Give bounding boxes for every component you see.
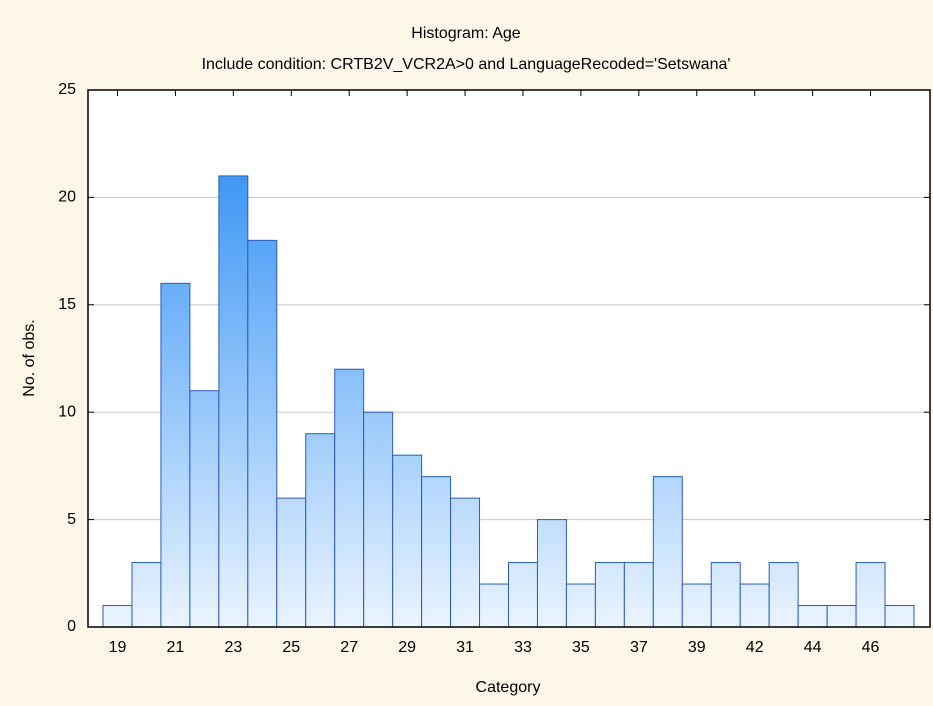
chart-title: Histogram: Age (411, 25, 520, 42)
bar (855, 562, 886, 628)
x-tick-label: 27 (340, 639, 358, 656)
x-tick-label: 42 (746, 639, 764, 656)
bar (826, 605, 857, 628)
bar (710, 562, 741, 628)
bar (884, 605, 915, 628)
x-tick-label: 46 (862, 639, 880, 656)
y-tick-label: 15 (58, 296, 76, 313)
bar (131, 562, 162, 628)
bar (768, 562, 799, 628)
x-tick-label: 37 (630, 639, 648, 656)
bar (247, 239, 278, 628)
bar (276, 497, 307, 628)
x-tick-label: 33 (514, 639, 532, 656)
bar (536, 519, 567, 628)
bar (479, 583, 509, 628)
bar (623, 562, 654, 628)
chart-subtitle: Include condition: CRTB2V_VCR2A>0 and La… (202, 56, 731, 73)
bar (652, 476, 683, 628)
bar (594, 562, 625, 628)
x-tick-label: 25 (282, 639, 300, 656)
y-tick-label: 0 (67, 618, 76, 635)
x-axis-label: Category (476, 679, 541, 696)
x-tick-label: 23 (224, 639, 242, 656)
x-tick-label: 29 (398, 639, 416, 656)
bar (421, 476, 452, 628)
x-tick-label: 19 (109, 639, 127, 656)
x-tick-label: 44 (804, 639, 822, 656)
bar (218, 175, 249, 628)
plot-frame (87, 89, 931, 628)
bar (392, 454, 423, 628)
bar (508, 562, 538, 628)
bar (363, 411, 394, 628)
x-tick-label: 21 (167, 639, 185, 656)
x-tick-label: 31 (456, 639, 474, 656)
bar (160, 282, 191, 628)
bar (102, 605, 133, 628)
bar (681, 583, 712, 628)
y-tick-label: 25 (58, 81, 76, 98)
y-tick-label: 10 (58, 403, 76, 420)
bar (797, 605, 828, 628)
y-axis-label: No. of obs. (21, 319, 38, 396)
x-tick-label: 39 (688, 639, 706, 656)
bar (565, 583, 596, 628)
bar (739, 583, 770, 628)
bar (334, 368, 365, 628)
bar (305, 433, 336, 628)
bar (189, 390, 220, 628)
y-tick-label: 20 (58, 189, 76, 206)
y-tick-label: 5 (67, 511, 76, 528)
bar (450, 497, 481, 628)
x-tick-label: 35 (572, 639, 590, 656)
